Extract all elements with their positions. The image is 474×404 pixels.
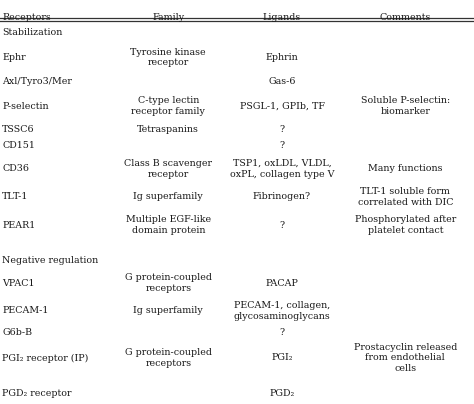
Text: C-type lectin
receptor family: C-type lectin receptor family: [131, 96, 205, 116]
Text: Stabilization: Stabilization: [2, 28, 63, 37]
Text: G6b-B: G6b-B: [2, 328, 33, 337]
Text: PGI₂: PGI₂: [271, 354, 293, 362]
Text: Many functions: Many functions: [368, 164, 443, 173]
Text: CD151: CD151: [2, 141, 35, 150]
Text: CD36: CD36: [2, 164, 29, 173]
Text: P-selectin: P-selectin: [2, 101, 49, 111]
Text: PSGL-1, GPIb, TF: PSGL-1, GPIb, TF: [239, 101, 325, 111]
Text: PEAR1: PEAR1: [2, 221, 36, 230]
Text: ?: ?: [280, 125, 284, 134]
Text: Multiple EGF-like
domain protein: Multiple EGF-like domain protein: [126, 215, 211, 235]
Text: G protein-coupled
receptors: G protein-coupled receptors: [125, 348, 212, 368]
Text: Ephrin: Ephrin: [265, 53, 299, 62]
Text: ?: ?: [280, 328, 284, 337]
Text: Family: Family: [152, 13, 184, 22]
Text: TSSC6: TSSC6: [2, 125, 35, 134]
Text: PGD₂ receptor: PGD₂ receptor: [2, 389, 72, 398]
Text: Class B scavenger
receptor: Class B scavenger receptor: [124, 159, 212, 179]
Text: Receptors: Receptors: [2, 13, 51, 22]
Text: PACAP: PACAP: [265, 279, 299, 288]
Text: Tetraspanins: Tetraspanins: [137, 125, 199, 134]
Text: Comments: Comments: [380, 13, 431, 22]
Text: Ephr: Ephr: [2, 53, 26, 62]
Text: Ig superfamily: Ig superfamily: [133, 306, 203, 315]
Text: PGD₂: PGD₂: [269, 389, 295, 398]
Text: Tyrosine kinase
receptor: Tyrosine kinase receptor: [130, 48, 206, 67]
Text: Phosphorylated after
platelet contact: Phosphorylated after platelet contact: [355, 215, 456, 235]
Text: TLT-1 soluble form
correlated with DIC: TLT-1 soluble form correlated with DIC: [357, 187, 453, 207]
Text: PGI₂ receptor (IP): PGI₂ receptor (IP): [2, 354, 89, 362]
Text: TSP1, oxLDL, VLDL,
oxPL, collagen type V: TSP1, oxLDL, VLDL, oxPL, collagen type V: [230, 159, 334, 179]
Text: Axl/Tyro3/Mer: Axl/Tyro3/Mer: [2, 77, 72, 86]
Text: TLT-1: TLT-1: [2, 192, 29, 202]
Text: Gas-6: Gas-6: [268, 77, 296, 86]
Text: Soluble P-selectin:
biomarker: Soluble P-selectin: biomarker: [361, 96, 450, 116]
Text: Ligands: Ligands: [263, 13, 301, 22]
Text: ?: ?: [280, 221, 284, 230]
Text: PECAM-1, collagen,
glycosaminoglycans: PECAM-1, collagen, glycosaminoglycans: [234, 301, 330, 320]
Text: Negative regulation: Negative regulation: [2, 257, 99, 265]
Text: Prostacyclin released
from endothelial
cells: Prostacyclin released from endothelial c…: [354, 343, 457, 373]
Text: G protein-coupled
receptors: G protein-coupled receptors: [125, 274, 212, 293]
Text: Fibrinogen?: Fibrinogen?: [253, 192, 311, 202]
Text: ?: ?: [280, 141, 284, 150]
Text: Ig superfamily: Ig superfamily: [133, 192, 203, 202]
Text: PECAM-1: PECAM-1: [2, 306, 49, 315]
Text: VPAC1: VPAC1: [2, 279, 35, 288]
